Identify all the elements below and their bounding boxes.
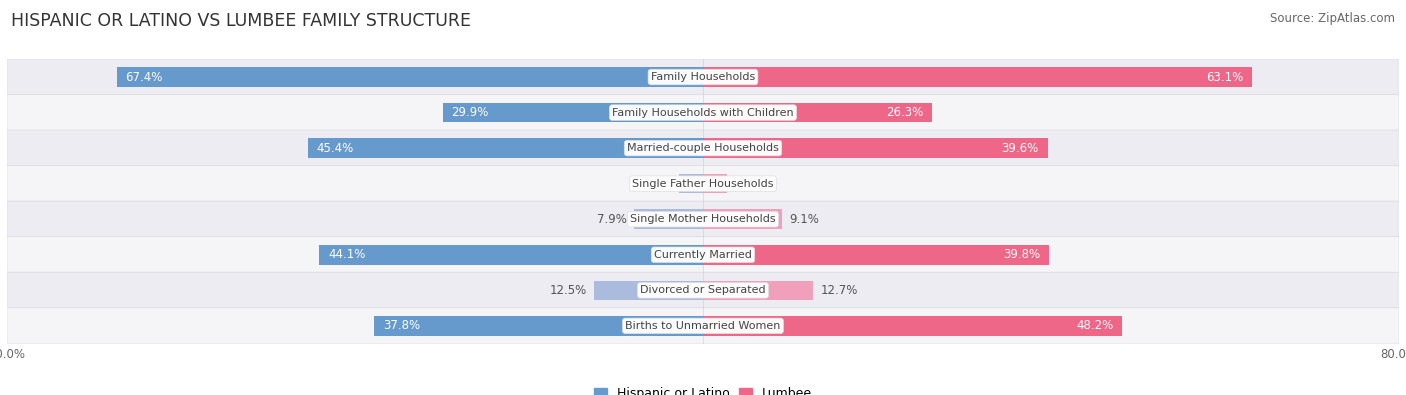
- Bar: [703, 103, 932, 122]
- Bar: [679, 174, 703, 194]
- FancyBboxPatch shape: [7, 272, 1399, 308]
- Text: 37.8%: 37.8%: [382, 320, 420, 332]
- Text: HISPANIC OR LATINO VS LUMBEE FAMILY STRUCTURE: HISPANIC OR LATINO VS LUMBEE FAMILY STRU…: [11, 12, 471, 30]
- Text: Births to Unmarried Women: Births to Unmarried Women: [626, 321, 780, 331]
- Bar: [703, 245, 1049, 265]
- Text: Source: ZipAtlas.com: Source: ZipAtlas.com: [1270, 12, 1395, 25]
- Text: 39.8%: 39.8%: [1004, 248, 1040, 261]
- Bar: [117, 67, 703, 87]
- Text: 2.8%: 2.8%: [734, 177, 763, 190]
- Text: 9.1%: 9.1%: [789, 213, 820, 226]
- Text: 29.9%: 29.9%: [451, 106, 489, 119]
- FancyBboxPatch shape: [7, 237, 1399, 273]
- Bar: [703, 67, 1251, 87]
- Bar: [308, 138, 703, 158]
- Text: 63.1%: 63.1%: [1206, 71, 1243, 83]
- Text: Currently Married: Currently Married: [654, 250, 752, 260]
- Text: Single Mother Households: Single Mother Households: [630, 214, 776, 224]
- Bar: [703, 316, 1122, 336]
- Bar: [634, 209, 703, 229]
- Text: 39.6%: 39.6%: [1001, 142, 1039, 154]
- FancyBboxPatch shape: [7, 94, 1399, 131]
- Bar: [703, 209, 782, 229]
- Text: 2.8%: 2.8%: [643, 177, 672, 190]
- FancyBboxPatch shape: [7, 166, 1399, 202]
- Text: 67.4%: 67.4%: [125, 71, 163, 83]
- Text: 12.7%: 12.7%: [821, 284, 858, 297]
- Bar: [703, 138, 1047, 158]
- Text: 7.9%: 7.9%: [598, 213, 627, 226]
- Bar: [319, 245, 703, 265]
- Bar: [374, 316, 703, 336]
- Text: 45.4%: 45.4%: [316, 142, 354, 154]
- FancyBboxPatch shape: [7, 130, 1399, 166]
- Bar: [703, 174, 727, 194]
- Legend: Hispanic or Latino, Lumbee: Hispanic or Latino, Lumbee: [595, 387, 811, 395]
- Bar: [595, 280, 703, 300]
- Text: 44.1%: 44.1%: [328, 248, 366, 261]
- Bar: [443, 103, 703, 122]
- FancyBboxPatch shape: [7, 308, 1399, 344]
- FancyBboxPatch shape: [7, 201, 1399, 237]
- Text: Divorced or Separated: Divorced or Separated: [640, 285, 766, 295]
- Bar: [703, 280, 814, 300]
- Text: Married-couple Households: Married-couple Households: [627, 143, 779, 153]
- Text: Single Father Households: Single Father Households: [633, 179, 773, 189]
- Text: Family Households with Children: Family Households with Children: [612, 107, 794, 118]
- Text: 12.5%: 12.5%: [550, 284, 588, 297]
- Text: Family Households: Family Households: [651, 72, 755, 82]
- Text: 48.2%: 48.2%: [1077, 320, 1114, 332]
- Text: 26.3%: 26.3%: [886, 106, 924, 119]
- FancyBboxPatch shape: [7, 59, 1399, 95]
